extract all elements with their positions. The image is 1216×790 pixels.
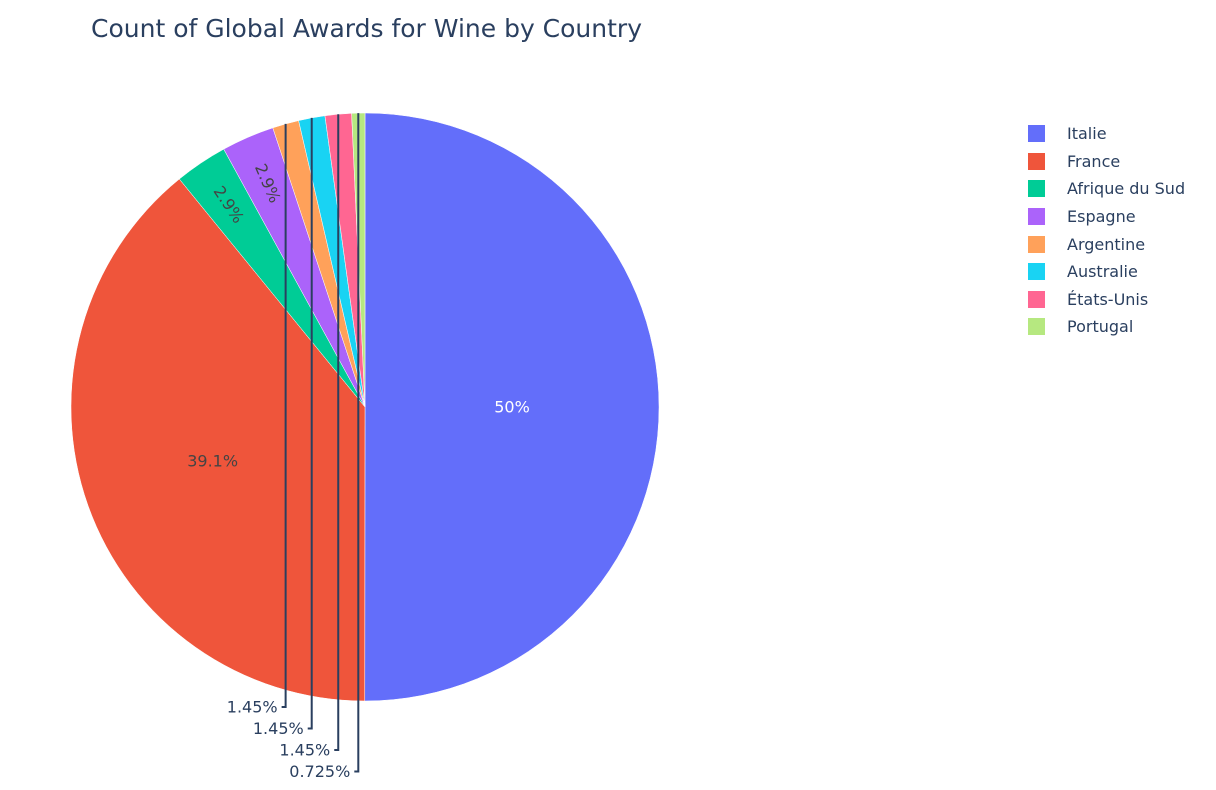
legend-swatch: [1028, 318, 1045, 336]
legend-item[interactable]: Portugal: [1028, 313, 1185, 341]
pie-slice-italie[interactable]: [364, 112, 660, 702]
legend-item[interactable]: Australie: [1028, 258, 1185, 286]
leader-line: [354, 113, 360, 773]
leader-line: [307, 117, 313, 730]
legend-label: Italie: [1067, 124, 1107, 144]
legend-item[interactable]: Argentine: [1028, 230, 1185, 258]
legend-swatch: [1028, 235, 1045, 253]
slice-label: 1.45%: [253, 719, 304, 738]
slice-label: 0.725%: [289, 762, 350, 781]
legend-swatch: [1028, 263, 1045, 281]
legend-label: Portugal: [1067, 317, 1134, 337]
pie-slice-france[interactable]: [70, 178, 366, 702]
slice-label: 1.45%: [279, 741, 330, 760]
slice-label: 50%: [494, 398, 530, 417]
legend-swatch: [1028, 125, 1045, 143]
chart-title: Count of Global Awards for Wine by Count…: [91, 14, 643, 43]
legend-item[interactable]: Italie: [1028, 120, 1185, 148]
legend-label: Espagne: [1067, 207, 1136, 227]
legend-label: Afrique du Sud: [1067, 179, 1186, 199]
legend-item[interactable]: Afrique du Sud: [1028, 175, 1185, 203]
legend-label: Argentine: [1067, 234, 1146, 254]
legend-item[interactable]: États-Unis: [1028, 286, 1185, 314]
slice-label: 1.45%: [227, 698, 278, 717]
legend-item[interactable]: France: [1028, 148, 1185, 176]
leader-line: [281, 123, 287, 708]
legend-label: États-Unis: [1067, 289, 1149, 309]
legend-item[interactable]: Espagne: [1028, 203, 1185, 231]
legend-swatch: [1028, 152, 1045, 170]
legend-swatch: [1028, 208, 1045, 226]
leader-line: [334, 114, 340, 751]
legend-swatch: [1028, 180, 1045, 198]
legend-label: France: [1067, 151, 1121, 171]
legend: Italie France Afrique du Sud Espagne Argenti…: [1028, 120, 1185, 341]
legend-label: Australie: [1067, 262, 1138, 282]
legend-swatch: [1028, 290, 1045, 308]
slice-label: 39.1%: [187, 452, 238, 471]
